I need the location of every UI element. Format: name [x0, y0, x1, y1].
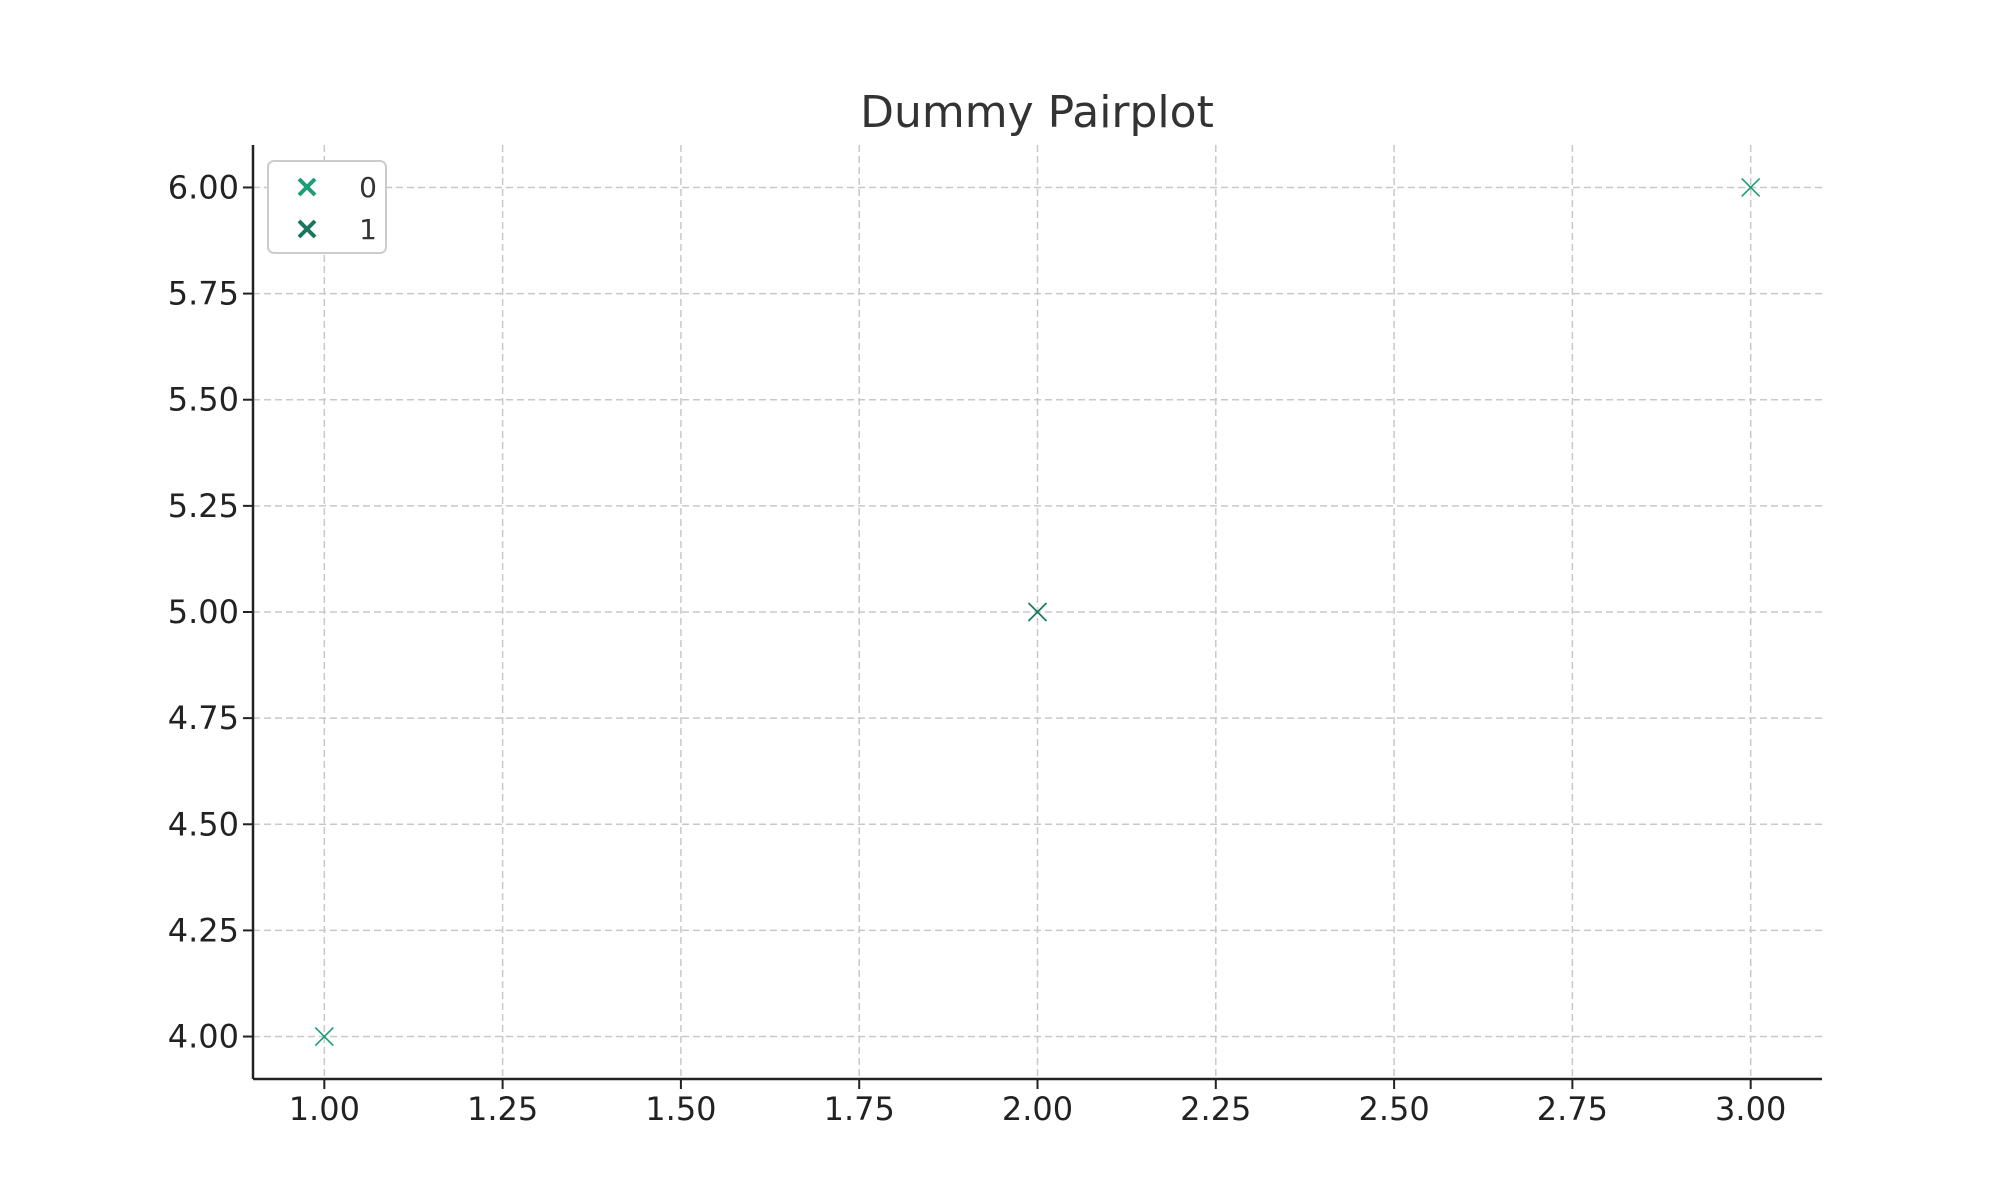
- x-tick-label: 3.00: [1715, 1090, 1786, 1128]
- y-tick-label: 5.25: [168, 487, 239, 525]
- y-tick-label: 5.00: [168, 593, 239, 631]
- y-tick-label: 5.75: [168, 275, 239, 313]
- x-tick-label: 1.75: [824, 1090, 895, 1128]
- x-tick-label: 1.00: [289, 1090, 360, 1128]
- data-point-marker: [314, 1026, 334, 1047]
- y-tick-label: 5.50: [168, 381, 239, 419]
- x-tick-label: 2.00: [1002, 1090, 1073, 1128]
- data-point-marker: [1027, 602, 1048, 622]
- y-tick-label: 4.75: [168, 699, 239, 737]
- legend-label: 1: [359, 213, 377, 246]
- data-point-marker: [1741, 177, 1761, 198]
- legend-label: 0: [359, 171, 377, 204]
- x-tick-label: 1.25: [467, 1090, 538, 1128]
- y-tick-label: 4.50: [168, 805, 239, 843]
- y-tick-label: 4.00: [168, 1018, 239, 1056]
- x-tick-label: 1.50: [645, 1090, 716, 1128]
- ticks: 1.00 1.25 1.50 1.75 2.00 2.25 2.50 2.75 3.00 4.00…: [168, 168, 1787, 1128]
- chart-title: Dummy Pairplot: [860, 87, 1214, 138]
- legend-box: [267, 160, 387, 254]
- x-tick-label: 2.25: [1180, 1090, 1251, 1128]
- legend-marker: [297, 219, 317, 239]
- x-tick-label: 2.50: [1358, 1090, 1429, 1128]
- y-tick-label: 6.00: [168, 168, 239, 206]
- legend-marker: [297, 177, 317, 197]
- legend: 01: [267, 160, 387, 254]
- x-tick-label: 2.75: [1537, 1090, 1608, 1128]
- y-tick-label: 4.25: [168, 911, 239, 949]
- grid: [253, 145, 1822, 1079]
- data-points: [314, 177, 1761, 1047]
